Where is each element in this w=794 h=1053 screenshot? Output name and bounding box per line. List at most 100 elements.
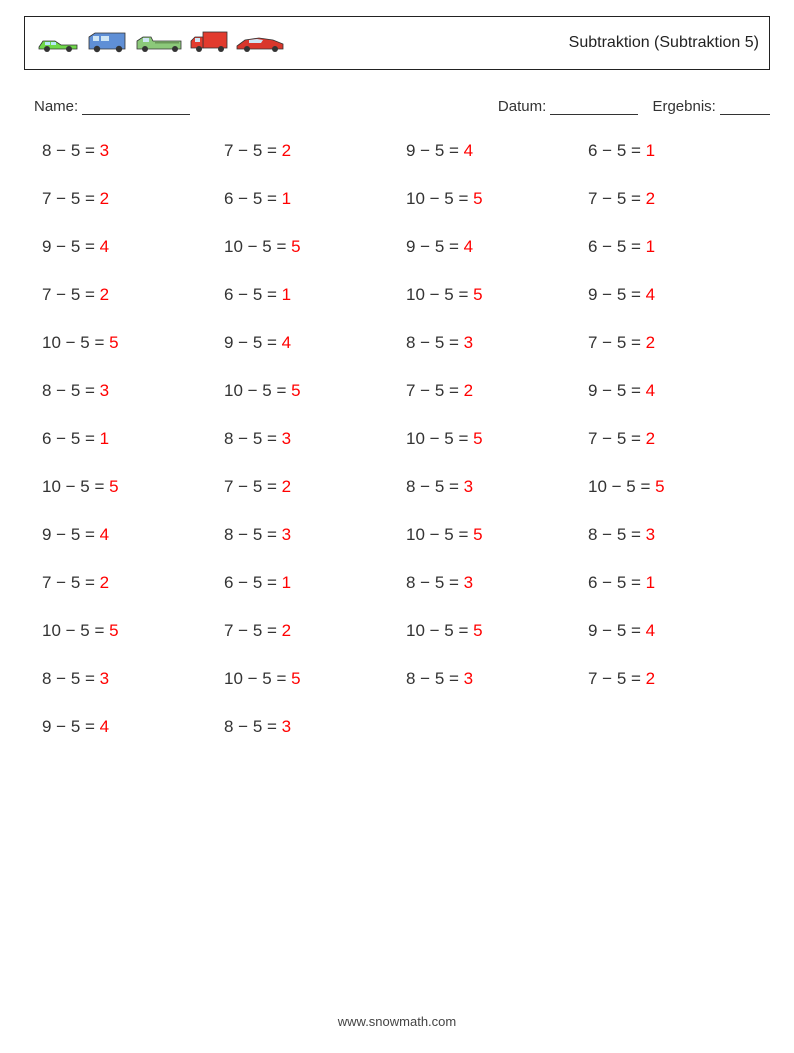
problem-expression: 9 − 5 = xyxy=(588,621,646,640)
problem-answer: 5 xyxy=(291,237,300,256)
worksheet-title: Subtraktion (Subtraktion 5) xyxy=(569,34,759,52)
problem: 7 − 5 = 2 xyxy=(588,189,770,209)
problem-expression: 7 − 5 = xyxy=(224,477,282,496)
problem: 7 − 5 = 2 xyxy=(588,333,770,353)
problem-answer: 2 xyxy=(100,573,109,592)
problem-answer: 5 xyxy=(109,333,118,352)
problem-expression: 7 − 5 = xyxy=(224,141,282,160)
problem-expression: 6 − 5 = xyxy=(588,237,646,256)
problem-expression: 6 − 5 = xyxy=(224,189,282,208)
problem-answer: 3 xyxy=(100,381,109,400)
name-label: Name: xyxy=(34,98,78,115)
problem-answer: 3 xyxy=(646,525,655,544)
problem: 9 − 5 = 4 xyxy=(42,717,224,737)
problem-answer: 4 xyxy=(282,333,291,352)
problem: 6 − 5 = 1 xyxy=(588,237,770,257)
problem-answer: 4 xyxy=(464,237,473,256)
van-blue-icon xyxy=(85,29,133,57)
problem-expression: 6 − 5 = xyxy=(42,429,100,448)
problem: 7 − 5 = 2 xyxy=(42,189,224,209)
problem: 6 − 5 = 1 xyxy=(588,573,770,593)
problem-expression: 6 − 5 = xyxy=(224,573,282,592)
problem-expression: 10 − 5 = xyxy=(224,381,291,400)
problem-expression: 7 − 5 = xyxy=(42,285,100,304)
problem: 7 − 5 = 2 xyxy=(406,381,588,401)
problem: 9 − 5 = 4 xyxy=(588,381,770,401)
name-field: Name: xyxy=(34,98,498,115)
problem-expression: 8 − 5 = xyxy=(406,669,464,688)
footer-text: www.snowmath.com xyxy=(0,1014,794,1029)
problem-expression: 10 − 5 = xyxy=(406,621,473,640)
problem-answer: 1 xyxy=(646,237,655,256)
problem: 9 − 5 = 4 xyxy=(42,525,224,545)
meta-row: Name: Datum: Ergebnis: xyxy=(24,98,770,115)
problem: 8 − 5 = 3 xyxy=(224,429,406,449)
problem-answer: 4 xyxy=(646,381,655,400)
problem: 10 − 5 = 5 xyxy=(406,621,588,641)
problem-answer: 3 xyxy=(282,525,291,544)
date-field: Datum: xyxy=(498,98,639,115)
problem-expression: 8 − 5 = xyxy=(406,573,464,592)
problem-answer: 5 xyxy=(473,189,482,208)
problem-answer: 2 xyxy=(646,333,655,352)
problem-answer: 3 xyxy=(464,573,473,592)
problem-answer: 2 xyxy=(100,189,109,208)
name-underline xyxy=(82,101,190,115)
problem-answer: 3 xyxy=(464,669,473,688)
problem: 9 − 5 = 4 xyxy=(588,285,770,305)
sportscar-red-icon xyxy=(235,32,287,54)
problem: 9 − 5 = 4 xyxy=(588,621,770,641)
problem: 10 − 5 = 5 xyxy=(42,477,224,497)
problem: 6 − 5 = 1 xyxy=(224,285,406,305)
problem: 10 − 5 = 5 xyxy=(406,525,588,545)
problem-expression: 8 − 5 = xyxy=(42,381,100,400)
problem-answer: 5 xyxy=(109,621,118,640)
problem-expression: 10 − 5 = xyxy=(406,525,473,544)
problem-answer: 2 xyxy=(282,621,291,640)
problem-expression: 8 − 5 = xyxy=(42,141,100,160)
problem-answer: 2 xyxy=(464,381,473,400)
problem-expression: 9 − 5 = xyxy=(588,285,646,304)
problem-expression: 8 − 5 = xyxy=(406,477,464,496)
problem: 7 − 5 = 2 xyxy=(588,669,770,689)
problem-expression: 7 − 5 = xyxy=(588,429,646,448)
problem: 10 − 5 = 5 xyxy=(42,333,224,353)
pickup-green-icon xyxy=(135,31,187,55)
problem-answer: 5 xyxy=(473,621,482,640)
problem-answer: 2 xyxy=(646,429,655,448)
problem: 7 − 5 = 2 xyxy=(42,573,224,593)
problem: 8 − 5 = 3 xyxy=(406,333,588,353)
problem-answer: 2 xyxy=(646,669,655,688)
problem: 8 − 5 = 3 xyxy=(224,717,406,737)
problem-expression: 8 − 5 = xyxy=(224,429,282,448)
problem-answer: 2 xyxy=(646,189,655,208)
problem-answer: 1 xyxy=(282,285,291,304)
problem-expression: 6 − 5 = xyxy=(588,141,646,160)
problem-answer: 5 xyxy=(291,381,300,400)
problem: 8 − 5 = 3 xyxy=(42,669,224,689)
problem-expression: 9 − 5 = xyxy=(42,717,100,736)
problem: 10 − 5 = 5 xyxy=(406,285,588,305)
problem-expression: 7 − 5 = xyxy=(42,189,100,208)
problem-answer: 4 xyxy=(464,141,473,160)
result-underline xyxy=(720,101,770,115)
problem-answer: 3 xyxy=(464,333,473,352)
problem: 8 − 5 = 3 xyxy=(42,141,224,161)
problem-expression: 9 − 5 = xyxy=(588,381,646,400)
problem: 8 − 5 = 3 xyxy=(588,525,770,545)
problem: 8 − 5 = 3 xyxy=(224,525,406,545)
problem-expression: 10 − 5 = xyxy=(42,477,109,496)
problem-answer: 3 xyxy=(282,429,291,448)
problem-expression: 6 − 5 = xyxy=(588,573,646,592)
problem-answer: 5 xyxy=(291,669,300,688)
problem: 6 − 5 = 1 xyxy=(224,189,406,209)
problem-expression: 7 − 5 = xyxy=(588,189,646,208)
problem-answer: 1 xyxy=(282,189,291,208)
problem-answer: 3 xyxy=(282,717,291,736)
problem-expression: 8 − 5 = xyxy=(42,669,100,688)
problem: 10 − 5 = 5 xyxy=(224,237,406,257)
problem-answer: 4 xyxy=(100,717,109,736)
problem: 10 − 5 = 5 xyxy=(224,669,406,689)
problem-answer: 1 xyxy=(282,573,291,592)
problem-expression: 9 − 5 = xyxy=(224,333,282,352)
